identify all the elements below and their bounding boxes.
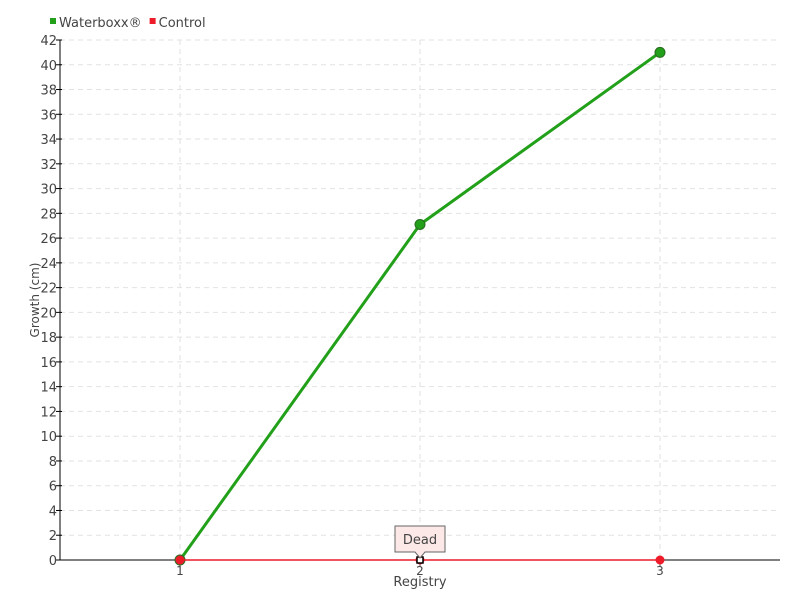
axes: 0246810121416182022242628303234363840421… xyxy=(40,34,780,578)
annotation-box xyxy=(394,525,446,559)
y-tick-label: 2 xyxy=(49,529,57,544)
y-tick-label: 12 xyxy=(40,405,57,420)
y-tick-label: 40 xyxy=(40,59,57,74)
data-point xyxy=(414,218,426,230)
legend-label: Control xyxy=(159,16,206,31)
x-tick-label: 2 xyxy=(416,564,424,578)
y-tick-label: 20 xyxy=(40,306,57,321)
y-tick-label: 24 xyxy=(40,257,57,272)
legend-swatch xyxy=(149,18,156,24)
legend: Waterboxx® Control xyxy=(50,16,206,31)
y-axis-label: Growth (cm) xyxy=(28,263,42,338)
legend-label: Waterboxx® xyxy=(59,16,142,31)
annotation-text: Dead xyxy=(403,533,437,548)
y-tick-label: 32 xyxy=(40,158,57,173)
y-tick-label: 30 xyxy=(40,183,57,198)
grid xyxy=(60,39,780,560)
x-tick-label: 1 xyxy=(176,564,184,578)
y-tick-label: 36 xyxy=(40,108,57,123)
data-point xyxy=(175,555,185,565)
y-tick-label: 6 xyxy=(49,480,57,495)
y-tick-label: 14 xyxy=(40,381,57,396)
y-tick-label: 34 xyxy=(40,133,57,148)
data-point xyxy=(654,46,666,58)
annotation-layer: Dead xyxy=(394,525,446,564)
x-axis-label: Registry xyxy=(393,575,447,590)
x-tick-label: 3 xyxy=(656,564,664,578)
legend-swatch xyxy=(50,18,56,24)
y-tick-label: 42 xyxy=(40,34,57,49)
y-tick-label: 8 xyxy=(49,455,57,470)
y-tick-label: 28 xyxy=(40,207,57,222)
y-tick-label: 16 xyxy=(40,356,57,371)
y-tick-label: 0 xyxy=(49,554,57,569)
y-tick-label: 10 xyxy=(40,430,57,445)
y-tick-label: 26 xyxy=(40,232,57,247)
y-tick-label: 38 xyxy=(40,84,57,99)
data-point xyxy=(655,555,665,565)
y-tick-label: 4 xyxy=(49,504,57,519)
y-tick-label: 22 xyxy=(40,282,57,297)
y-tick-label: 18 xyxy=(40,331,57,346)
